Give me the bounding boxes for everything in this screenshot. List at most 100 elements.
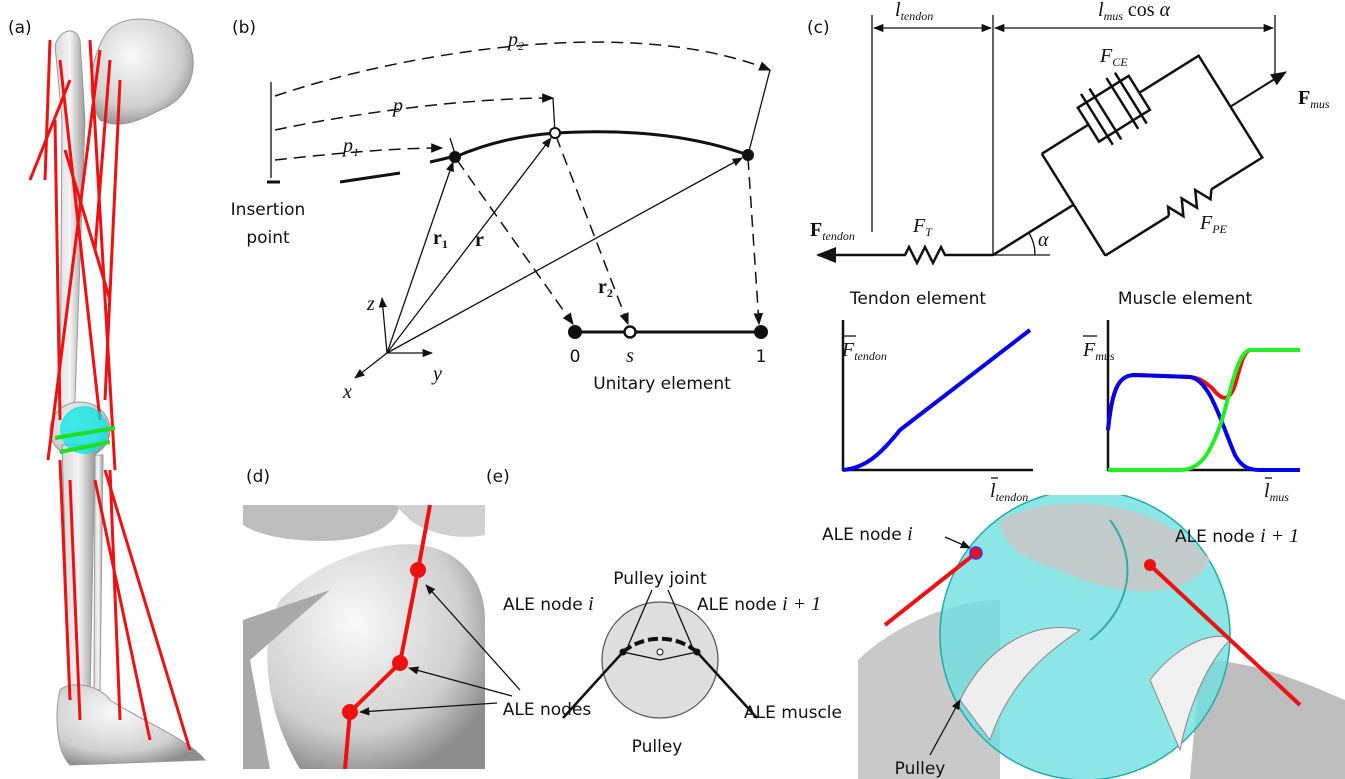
shape-tspan: i xyxy=(907,523,913,545)
shape-line xyxy=(1230,72,1285,106)
force-label: FT xyxy=(912,215,933,239)
shape-path xyxy=(748,158,759,324)
shape-tspan: ALE node xyxy=(822,525,902,545)
figure: (a) (b) (c) (d) (e) xyxy=(0,0,1345,779)
shape-path xyxy=(843,320,1033,470)
shape-tspan: α xyxy=(1160,0,1171,21)
plot-title: Tendon element xyxy=(849,289,987,309)
shape-tspan: ALE node xyxy=(697,595,777,615)
shape-circle xyxy=(754,325,768,339)
force-label: Ftendon xyxy=(810,219,855,243)
nodes-view: ALE nodes xyxy=(243,505,591,769)
shape-g xyxy=(243,505,485,769)
force-label: Fmus xyxy=(1298,87,1330,111)
shape-path xyxy=(275,98,553,130)
shape-line xyxy=(945,537,970,548)
shape-tspan: F xyxy=(1099,45,1113,67)
axis-label: Ftendon xyxy=(841,339,887,363)
label: Pulley xyxy=(895,759,946,779)
shape-tspan: mus xyxy=(1104,9,1124,23)
force-label: FCE xyxy=(1099,45,1128,69)
shape-tspan: F xyxy=(1298,87,1310,109)
shape-tspan: i xyxy=(588,593,594,615)
shape-line xyxy=(748,70,770,155)
shape-circle xyxy=(449,151,461,163)
shape-tspan: F xyxy=(1082,339,1096,361)
shape-tspan: T xyxy=(925,225,933,239)
shape-circle xyxy=(550,128,560,138)
shape-circle xyxy=(342,704,358,720)
shape-tspan: 2 xyxy=(607,286,613,300)
shape-tspan: 2 xyxy=(518,39,524,53)
pulley-diagram: Pulley joint ALE node i ALE node i + 1 P… xyxy=(503,569,842,757)
label: ALE muscle xyxy=(744,703,842,723)
panel-label: (c) xyxy=(807,18,830,38)
shape-tspan: tendon xyxy=(996,490,1029,504)
shape-path xyxy=(45,40,50,180)
axis-label: ltendon xyxy=(990,480,1028,504)
shape-circle xyxy=(1144,559,1156,571)
panel-label: (b) xyxy=(232,18,256,38)
render-view: ALE node i ALE node i + 1 Pulley xyxy=(822,490,1345,779)
force-label: FPE xyxy=(1199,212,1228,236)
shape-tspan: CE xyxy=(1112,55,1128,69)
shape-path xyxy=(1029,233,1035,255)
shape-path xyxy=(1042,56,1262,256)
label: ALE node i xyxy=(822,523,913,545)
shape-tspan: i + 1 xyxy=(1260,525,1299,547)
shape-tspan: 1 xyxy=(442,237,448,251)
tick-label: 0 xyxy=(570,347,581,367)
tick-label: 1 xyxy=(756,347,767,367)
shape-tspan: PE xyxy=(1211,222,1227,236)
shape-tspan: ALE node xyxy=(1175,527,1255,547)
shape-tspan: F xyxy=(1199,212,1213,234)
shape-tspan: p xyxy=(506,29,518,51)
shape-circle xyxy=(970,547,982,559)
shape-circle xyxy=(657,649,663,655)
path-label: p1 xyxy=(341,135,359,159)
shape-path xyxy=(1108,320,1300,470)
label: ALE node i + 1 xyxy=(697,593,821,615)
shape-g xyxy=(30,40,190,750)
shape-line xyxy=(382,298,387,353)
shape-circle xyxy=(625,327,636,338)
shape-path xyxy=(872,247,993,263)
shape-tspan: r xyxy=(598,276,607,298)
path-label: p2 xyxy=(506,29,524,53)
label: Unitary element xyxy=(593,374,731,394)
shape-tspan: cos xyxy=(1128,0,1155,21)
tick-label: s xyxy=(626,345,634,367)
shape-tspan: tendon xyxy=(854,349,887,363)
shape-circle xyxy=(392,655,408,671)
path-label: p xyxy=(391,95,403,117)
panel-label: (a) xyxy=(8,18,32,38)
label: Pulley xyxy=(632,737,683,757)
label: ALE node i xyxy=(503,593,594,615)
shape-path xyxy=(556,136,628,324)
shape-tspan: p xyxy=(341,135,353,157)
shape-path xyxy=(430,157,452,162)
shape-tspan: mus xyxy=(1095,349,1115,363)
shape-tspan: 1 xyxy=(353,145,359,159)
shape-circle xyxy=(568,325,582,339)
shape-path xyxy=(1108,350,1300,470)
shape-path xyxy=(455,132,748,157)
shape-tspan: i + 1 xyxy=(782,593,821,615)
shape-tspan: ALE node xyxy=(503,595,583,615)
panel-label: (d) xyxy=(246,467,270,487)
shape-tspan: F xyxy=(810,219,822,241)
shape-tspan: tendon xyxy=(901,9,934,23)
shape-line xyxy=(993,205,1074,255)
shape-line xyxy=(355,353,387,378)
label: Insertion xyxy=(231,200,306,220)
label: point xyxy=(246,228,290,248)
label: Pulley joint xyxy=(613,569,707,589)
page: { "panel_labels": {"a": "(a)", "b": "(b)… xyxy=(0,0,1345,779)
leg-model xyxy=(30,19,205,765)
label: ALE node i + 1 xyxy=(1175,525,1299,547)
shape-tspan: F xyxy=(841,339,855,361)
axis-label: y xyxy=(431,363,442,385)
shape-tspan: F xyxy=(912,215,926,237)
